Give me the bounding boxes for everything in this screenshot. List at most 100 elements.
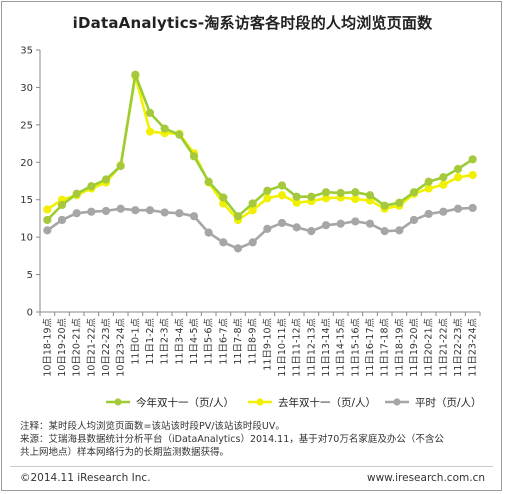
site-link[interactable]: www.iresearch.com.cn [366, 472, 485, 484]
x-tick-label: 11日3-4点 [174, 318, 185, 365]
series-point-0 [277, 181, 287, 190]
series-point-0 [219, 193, 228, 202]
series-point-0 [424, 177, 433, 186]
x-tick-label: 11日14-15点 [336, 318, 347, 377]
series-point-2 [307, 227, 316, 236]
series-point-0 [116, 161, 125, 171]
x-tick-label: 11日12-13点 [306, 318, 317, 377]
x-tick-label: 11日10-11点 [277, 318, 288, 377]
y-tick-label: 30 [20, 83, 33, 94]
series-point-2 [43, 226, 52, 235]
series-point-1 [351, 194, 360, 204]
series-point-2 [57, 215, 67, 225]
x-tick-label: 11日4-5点 [189, 318, 200, 365]
series-point-2 [439, 207, 448, 216]
series-point-2 [116, 204, 125, 213]
series-point-1 [263, 194, 272, 203]
x-tick-label: 11日16-17点 [365, 318, 376, 377]
series-point-1 [424, 184, 433, 193]
x-tick-label: 10日22-23点 [101, 318, 112, 377]
series-point-0 [131, 70, 140, 79]
series-point-0 [233, 212, 243, 221]
series-point-2 [395, 226, 404, 235]
y-tick-label: 20 [20, 158, 33, 169]
series-point-0 [409, 188, 419, 197]
legend-label-2: 平时（页/人） [415, 397, 482, 409]
series-line-2 [46, 206, 473, 250]
series-point-0 [175, 130, 184, 139]
series-point-0 [43, 215, 52, 225]
x-tick-label: 11日21-22点 [438, 318, 449, 377]
series-point-0 [439, 173, 448, 182]
series-point-2 [189, 212, 199, 221]
series-point-0 [468, 155, 477, 164]
series-point-0 [72, 189, 81, 198]
series-point-0 [336, 188, 345, 198]
series-point-0 [145, 108, 155, 117]
series-point-2 [468, 203, 477, 213]
y-tick-label: 15 [20, 195, 33, 206]
series-point-0 [351, 188, 360, 197]
series-point-2 [145, 206, 155, 215]
x-tick-label: 11日5-6点 [204, 318, 215, 365]
y-tick-label: 35 [20, 46, 33, 57]
series-point-2 [72, 209, 81, 218]
series-point-2 [233, 244, 243, 253]
series-point-0 [248, 199, 257, 208]
series-point-2 [160, 208, 169, 217]
series-point-0 [453, 164, 463, 174]
series-point-0 [57, 200, 67, 210]
series-point-2 [131, 206, 140, 215]
series-point-0 [380, 201, 389, 210]
x-tick-label: 11日1-2点 [145, 318, 156, 365]
legend-marker-0 [114, 398, 122, 406]
series-point-0 [204, 177, 213, 186]
series-point-2 [87, 207, 96, 216]
chart-notes: 注释：某时段人均浏览页面数=该站该时段PV/该站该时段UV。 来源：艾瑞海县数据… [20, 420, 490, 459]
x-tick-label: 10日21-22点 [86, 318, 97, 377]
x-tick-label: 10日20-21点 [72, 318, 83, 377]
y-tick-label: 5 [27, 270, 33, 281]
x-tick-label: 11日11-12点 [292, 318, 303, 377]
series-point-2 [175, 209, 184, 218]
series-point-2 [321, 221, 331, 230]
series-point-2 [409, 215, 419, 225]
series-point-2 [365, 219, 375, 228]
x-tick-label: 11日2-3点 [160, 318, 171, 365]
series-point-0 [160, 124, 169, 133]
series-point-2 [219, 238, 228, 247]
series-point-0 [189, 152, 199, 161]
series-point-1 [453, 173, 463, 182]
series-point-1 [43, 205, 52, 214]
series-point-0 [395, 198, 404, 207]
x-tick-label: 10日19-20点 [57, 318, 68, 377]
x-tick-label: 11日20-21点 [424, 318, 435, 377]
note-definition: 注释：某时段人均浏览页面数=该站该时段PV/该站该时段UV。 [20, 421, 285, 432]
copyright: ©2014.11 iResearch Inc. [20, 472, 151, 484]
series-point-0 [307, 192, 316, 201]
series-point-2 [380, 227, 389, 236]
legend-marker-1 [256, 398, 264, 406]
series-point-0 [292, 192, 301, 201]
x-tick-label: 10日18-19点 [42, 318, 53, 377]
x-tick-label: 11日7-8点 [233, 318, 244, 365]
series-point-2 [424, 209, 433, 219]
series-point-0 [263, 186, 272, 195]
series-point-0 [365, 191, 375, 200]
chart-title: iDataAnalytics-淘系访客各时段的人均浏览页面数 [72, 14, 433, 32]
x-tick-label: 11日0-1点 [130, 318, 141, 365]
x-tick-label: 11日18-19点 [394, 318, 405, 377]
legend-marker-2 [393, 398, 401, 406]
series-point-1 [277, 191, 287, 200]
series-point-1 [248, 206, 257, 215]
series-point-1 [468, 170, 477, 180]
y-tick-label: 25 [20, 120, 33, 131]
x-tick-label: 11日6-7点 [218, 318, 229, 365]
x-tick-label: 11日9-10点 [262, 318, 273, 371]
x-tick-label: 11日15-16点 [350, 318, 361, 377]
x-tick-label: 11日17-18点 [380, 318, 391, 377]
series-point-2 [351, 217, 360, 226]
y-tick-label: 10 [20, 233, 33, 244]
footer-divider [10, 466, 493, 467]
